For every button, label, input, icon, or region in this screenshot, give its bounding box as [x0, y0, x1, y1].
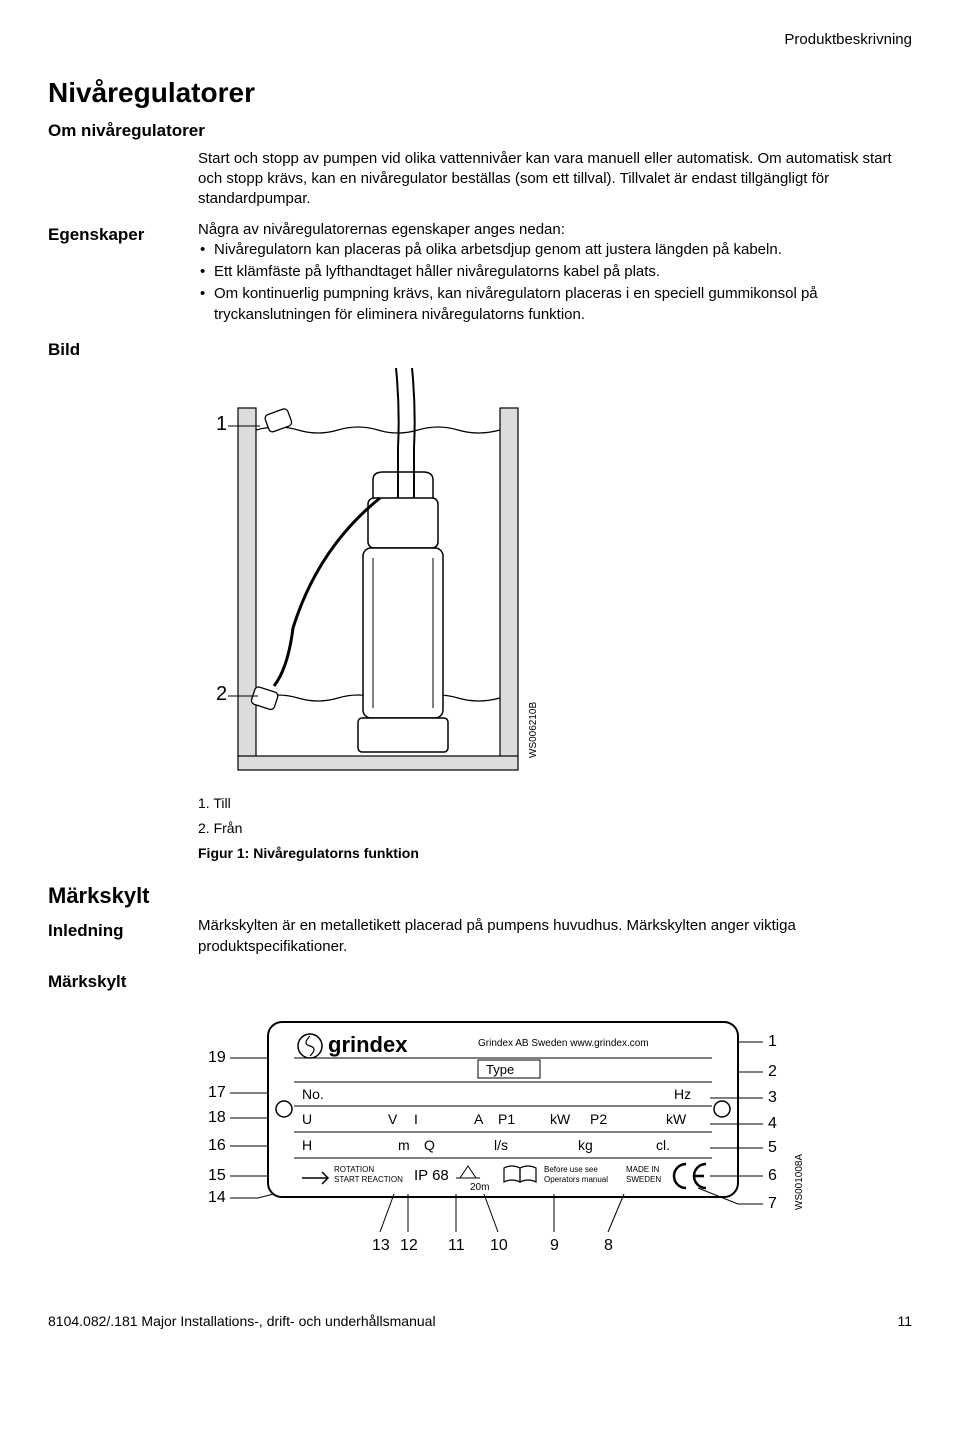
np-hz: Hz	[674, 1086, 691, 1102]
np-kw1: kW	[550, 1111, 571, 1127]
np-ip: IP 68	[414, 1167, 449, 1184]
np-bot-9: 9	[550, 1237, 559, 1254]
np-q: Q	[424, 1137, 435, 1153]
np-made2: SWEDEN	[626, 1175, 661, 1184]
intro-paragraph: Start och stopp av pumpen vid olika vatt…	[198, 149, 912, 210]
np-rot2: START REACTION	[334, 1175, 403, 1184]
label-bild: Bild	[48, 339, 188, 362]
np-a: A	[474, 1111, 484, 1127]
np-left-14: 14	[208, 1189, 226, 1206]
np-brand-sub: Grindex AB Sweden www.grindex.com	[478, 1038, 649, 1049]
label-inledning: Inledning	[48, 920, 188, 943]
nameplate-figure: 19 17 18 16 15 14	[198, 1002, 912, 1282]
np-right-4: 4	[768, 1115, 777, 1132]
header-section-label: Produktbeskrivning	[48, 30, 912, 50]
np-kg: kg	[578, 1137, 593, 1153]
egenskaper-list: Nivåregulatorn kan placeras på olika arb…	[198, 240, 912, 325]
np-i: I	[414, 1111, 418, 1127]
np-left-17: 17	[208, 1084, 226, 1101]
label-egenskaper: Egenskaper	[48, 224, 188, 247]
np-m: m	[398, 1137, 410, 1153]
np-ls: l/s	[494, 1137, 508, 1153]
fig1-label-2: 2	[216, 683, 227, 705]
sub-heading-om: Om nivåregulatorer	[48, 120, 912, 143]
np-no: No.	[302, 1086, 324, 1102]
np-p2: P2	[590, 1111, 607, 1127]
np-before2: Operators manual	[544, 1175, 608, 1184]
np-v: V	[388, 1111, 398, 1127]
np-made1: MADE IN	[626, 1165, 660, 1174]
footer-page-number: 11	[897, 1312, 912, 1331]
list-item: Om kontinuerlig pumpning krävs, kan nivå…	[198, 284, 912, 325]
np-p1: P1	[498, 1111, 515, 1127]
figure-1: 1 2 WS006210B 1. Till 2. Från Figur 1: N…	[198, 368, 912, 863]
np-left-19: 19	[208, 1049, 226, 1066]
fig1-legend-1: 1. Till	[198, 794, 912, 813]
fig1-code: WS006210B	[528, 701, 539, 757]
h1-nivaregulatorer: Nivåregulatorer	[48, 74, 912, 112]
np-right-2: 2	[768, 1063, 777, 1080]
np-bot-10: 10	[490, 1237, 508, 1254]
np-left-18: 18	[208, 1109, 226, 1126]
np-before1: Before use see	[544, 1165, 598, 1174]
h2-markskylt: Märkskylt	[48, 881, 912, 911]
np-brand: grindex	[328, 1032, 408, 1057]
np-cl: cl.	[656, 1137, 670, 1153]
np-bot-12: 12	[400, 1237, 418, 1254]
np-u: U	[302, 1111, 312, 1127]
np-rot1: ROTATION	[334, 1165, 374, 1174]
fig1-label-1: 1	[216, 413, 227, 435]
np-type: Type	[486, 1062, 514, 1077]
footer-left: 8104.082/.181 Major Installations-, drif…	[48, 1312, 436, 1331]
np-right-6: 6	[768, 1167, 777, 1184]
np-kw2: kW	[666, 1111, 687, 1127]
fig1-caption: Figur 1: Nivåregulatorns funktion	[198, 844, 912, 863]
np-depth: 20m	[470, 1182, 489, 1193]
egenskaper-intro: Några av nivåregulatorernas egenskaper a…	[198, 220, 912, 240]
fig1-legend-2: 2. Från	[198, 819, 912, 838]
np-left-15: 15	[208, 1167, 226, 1184]
np-right-5: 5	[768, 1139, 777, 1156]
np-right-1: 1	[768, 1033, 777, 1050]
np-code: WS001008A	[794, 1153, 805, 1209]
np-h: H	[302, 1137, 312, 1153]
np-left-16: 16	[208, 1137, 226, 1154]
inledning-paragraph: Märkskylten är en metalletikett placerad…	[198, 916, 912, 957]
np-bot-13: 13	[372, 1237, 390, 1254]
list-item: Nivåregulatorn kan placeras på olika arb…	[198, 240, 912, 260]
np-right-3: 3	[768, 1089, 777, 1106]
np-bot-8: 8	[604, 1237, 613, 1254]
np-right-7: 7	[768, 1195, 777, 1212]
label-markskylt-2: Märkskylt	[48, 971, 188, 994]
list-item: Ett klämfäste på lyfthandtaget håller ni…	[198, 262, 912, 282]
np-bot-11: 11	[448, 1237, 465, 1254]
